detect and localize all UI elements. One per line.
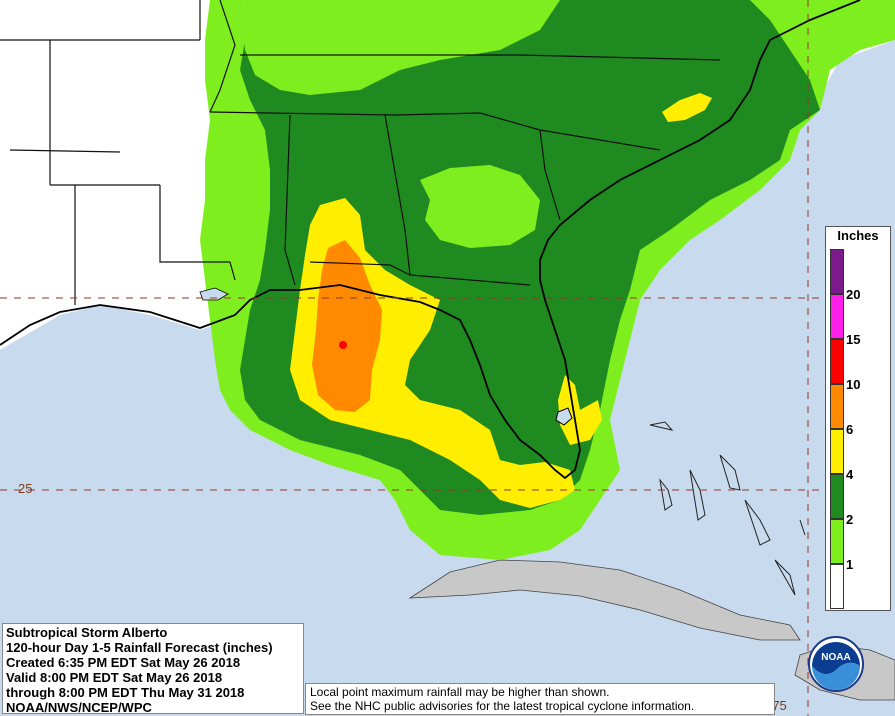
latitude-label: 25: [18, 481, 33, 496]
bahamas: [649, 421, 806, 596]
disclaimer-box: Local point maximum rainfall may be high…: [305, 683, 775, 715]
legend-swatch-2: [830, 474, 844, 519]
rain-contour-1in-inland: [420, 165, 540, 248]
agency: NOAA/NWS/NCEP/WPC: [6, 700, 152, 715]
valid-end: through 8:00 PM EDT Thu May 31 2018: [6, 685, 245, 700]
legend-swatch-15: [830, 294, 844, 339]
lake-pontchartrain: [199, 287, 229, 301]
legend-tick-2: 2: [846, 512, 854, 527]
rain-contour-4in-nc: [662, 93, 712, 122]
rain-contour-1in-north: [240, 0, 560, 95]
legend-tick-6: 6: [846, 422, 854, 437]
cuba: [408, 559, 801, 641]
rainfall-legend: Inches 20 15 10 6 4 2 1: [825, 226, 891, 611]
legend-tick-20: 20: [846, 287, 861, 302]
legend-tick-15: 15: [846, 332, 861, 347]
legend-swatch-20: [830, 249, 844, 294]
state-boundaries: [0, 0, 721, 305]
logo-text: NOAA: [821, 652, 850, 663]
noaa-logo-icon: NOAA: [808, 636, 864, 692]
coastlines: [0, 0, 861, 480]
disclaimer-line-2: See the NHC public advisories for the la…: [310, 699, 695, 713]
legend-tick-4: 4: [846, 467, 854, 482]
legend-swatch-6: [830, 384, 844, 429]
legend-swatch-1: [830, 519, 844, 564]
disclaimer-line-1: Local point maximum rainfall may be high…: [310, 685, 610, 699]
lake-okeechobee: [555, 407, 573, 426]
legend-swatch-4: [830, 429, 844, 474]
storm-name: Subtropical Storm Alberto: [6, 625, 168, 640]
rain-contour-6in: [312, 240, 382, 412]
legend-tick-1: 1: [846, 557, 854, 572]
legend-tick-10: 10: [846, 377, 861, 392]
created-time: Created 6:35 PM EDT Sat May 26 2018: [6, 655, 241, 670]
legend-swatch-0: [830, 564, 844, 609]
rain-contour-4in-east-fl: [558, 375, 602, 445]
graticule: [0, 0, 825, 716]
rain-max-point: [339, 341, 347, 349]
legend-swatch-10: [830, 339, 844, 384]
valid-start: Valid 8:00 PM EDT Sat May 26 2018: [6, 670, 223, 685]
legend-title: Inches: [837, 228, 879, 243]
forecast-title: 120-hour Day 1-5 Rainfall Forecast (inch…: [6, 640, 273, 655]
forecast-info-box: Subtropical Storm Alberto 120-hour Day 1…: [2, 623, 304, 715]
